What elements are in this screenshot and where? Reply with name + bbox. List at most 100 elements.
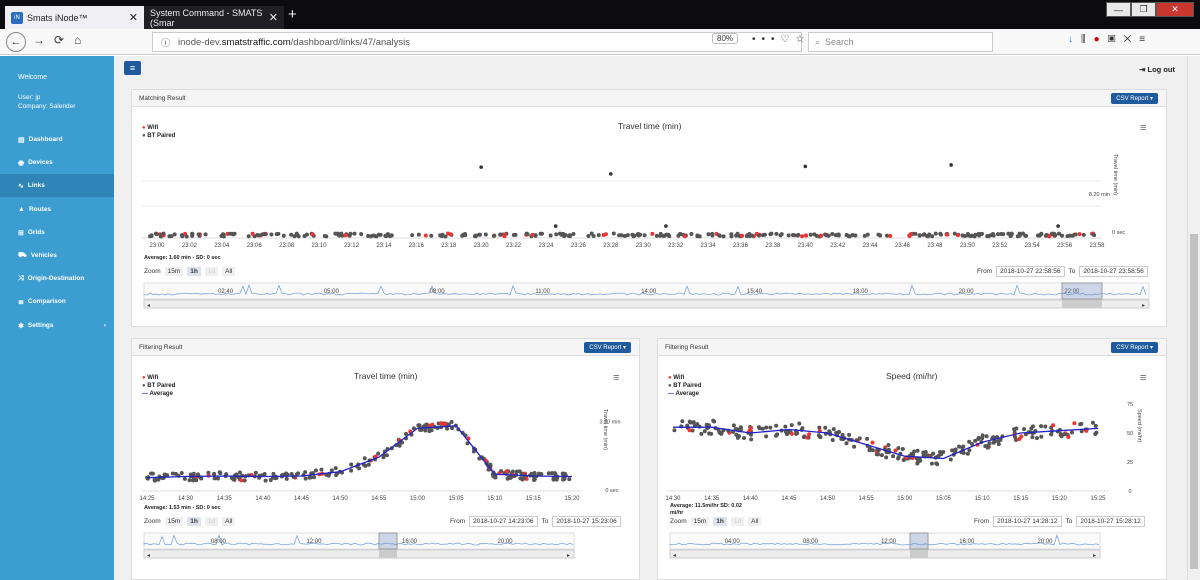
chart-menu-icon[interactable]: ≡ — [613, 372, 620, 384]
tab-smats-inode[interactable]: iN Smats iNode™ ✕ — [5, 6, 144, 29]
search-box[interactable]: ⌕ Search — [808, 32, 993, 52]
zoom-all-button[interactable]: All — [222, 517, 236, 526]
download-icon[interactable]: ↓ — [1068, 34, 1081, 45]
home-icon[interactable]: ⌂ — [74, 33, 82, 47]
zoom-15m-button[interactable]: 15m — [690, 517, 710, 526]
sidebar-item-vehicles[interactable]: ⛟ Vehicles — [0, 244, 114, 267]
sidebar-item-links[interactable]: ∿ Links — [0, 174, 114, 197]
data-point — [699, 431, 704, 436]
sidebar-item-settings[interactable]: ✱ Settings ‹ — [0, 314, 114, 337]
zoom-all-button[interactable]: All — [748, 517, 762, 526]
zoom-1d-button[interactable]: 1d — [204, 517, 219, 526]
hamburger-menu-button[interactable]: ≡ — [124, 61, 141, 75]
address-bar[interactable]: ⓘ inode-dev. smatstraffic.com/dashboard/l… — [152, 32, 802, 52]
new-tab-icon[interactable]: + — [288, 6, 297, 23]
data-point — [719, 431, 724, 436]
data-point — [731, 423, 736, 428]
link-icon: ∿ — [18, 182, 24, 190]
sidebar-item-routes[interactable]: ▲ Routes — [0, 198, 114, 221]
pocket-icon[interactable]: ♡ — [780, 34, 796, 45]
data-point — [215, 476, 220, 481]
extension-icon[interactable]: ✕ — [1123, 34, 1140, 45]
zoom-1d-button[interactable]: 1d — [204, 267, 219, 276]
data-point — [348, 231, 353, 236]
adblock-icon[interactable]: ● — [1093, 34, 1108, 45]
tab-system-command[interactable]: System Command - SMATS (Smar ✕ — [144, 6, 284, 29]
sidebar-item-origin-destination[interactable]: ⤨ Origin-Destination — [0, 267, 114, 290]
data-point — [980, 433, 985, 438]
window-close-icon[interactable]: ✕ — [1156, 2, 1194, 17]
scroll-left-icon: ◂ — [673, 553, 676, 559]
navigator-track — [143, 282, 1150, 300]
navigator[interactable]: 08:00 12:00 16:00 20:00 ◂ ▸ — [143, 532, 632, 559]
csv-report-button[interactable]: CSV Report ▾ — [584, 342, 631, 353]
sidebar-item-grids[interactable]: ⊞ Grids — [0, 221, 114, 244]
data-point — [1014, 438, 1019, 443]
legend-bt-paired[interactable]: ● BT Paired — [668, 383, 702, 389]
library-icon[interactable]: ⫼ — [1081, 34, 1094, 45]
data-point — [969, 233, 974, 238]
maximize-icon[interactable]: ❐ — [1131, 2, 1156, 17]
sidebar-item-dashboard[interactable]: ▤ Dashboard — [0, 128, 114, 151]
legend-wifi[interactable]: ● Wifi — [668, 375, 685, 381]
zoom-1h-button[interactable]: 1h — [187, 517, 201, 526]
y-tick-label: 0 — [1128, 489, 1131, 495]
scrollbar-thumb[interactable] — [1190, 234, 1198, 569]
sidebar-item-devices[interactable]: ◉ Devices — [0, 151, 114, 174]
zoom-all-button[interactable]: All — [222, 267, 236, 276]
zoom-level-badge[interactable]: 80% — [712, 33, 739, 44]
data-point — [505, 476, 510, 481]
bookmark-star-icon[interactable]: ☆ — [795, 34, 811, 45]
data-point — [846, 234, 851, 239]
zoom-15m-button[interactable]: 15m — [164, 517, 184, 526]
speed-chart: 14:30 14:35 14:40 14:45 14:50 14:55 15:00 15:05… — [665, 402, 1142, 502]
from-date-input[interactable]: 2018-10-27 14:23:06 — [469, 516, 538, 527]
legend-average[interactable]: — Average — [142, 391, 173, 397]
page-scrollbar[interactable] — [1187, 56, 1200, 580]
close-tab-icon[interactable]: ✕ — [268, 12, 278, 24]
legend-average[interactable]: — Average — [668, 391, 699, 397]
csv-report-button[interactable]: CSV Report ▾ — [1111, 342, 1158, 353]
chart-menu-icon[interactable]: ≡ — [1140, 122, 1147, 134]
x-tick-label: 15:20 — [1052, 496, 1068, 502]
info-icon[interactable]: ⓘ — [161, 37, 171, 48]
navigator[interactable]: 04:00 08:00 12:00 16:00 20:00 ◂ ▸ — [669, 532, 1158, 559]
data-point — [891, 454, 896, 459]
zoom-1d-button[interactable]: 1d — [730, 517, 745, 526]
to-date-input[interactable]: 2018-10-27 15:23:06 — [552, 516, 621, 527]
back-arrow-icon[interactable]: ← — [6, 32, 26, 52]
zoom-controls: Zoom 15m 1h 1d All — [144, 517, 236, 526]
data-point — [269, 232, 274, 237]
csv-report-button[interactable]: CSV Report ▾ — [1111, 93, 1158, 104]
navigator[interactable]: 02:40 05:00 08:00 11:00 14:00 15:40 18:00 20:00… — [143, 282, 1162, 309]
zoom-1h-button[interactable]: 1h — [713, 517, 727, 526]
close-tab-icon[interactable]: ✕ — [128, 12, 138, 24]
forward-arrow-icon[interactable]: → — [33, 33, 45, 47]
data-point — [477, 456, 482, 461]
legend-wifi[interactable]: ● Wifi — [142, 375, 159, 381]
legend-wifi[interactable]: ● Wifi — [142, 125, 159, 131]
sidebar-toggle-icon[interactable]: ▣ — [1107, 34, 1124, 45]
more-actions-icon[interactable]: ••• — [752, 34, 781, 45]
zoom-15m-button[interactable]: 15m — [164, 267, 184, 276]
chart-menu-icon[interactable]: ≡ — [1140, 372, 1147, 384]
data-point — [339, 231, 344, 236]
data-point — [625, 233, 630, 238]
x-tick-label: 23:56 — [1057, 243, 1073, 249]
data-point — [349, 462, 354, 467]
from-date-input[interactable]: 2018-10-27 22:58:56 — [996, 266, 1065, 277]
to-date-input[interactable]: 2018-10-27 23:58:56 — [1079, 266, 1148, 277]
reload-icon[interactable]: ⟳ — [54, 33, 65, 47]
zoom-1h-button[interactable]: 1h — [187, 267, 201, 276]
from-date-input[interactable]: 2018-10-27 14:28:12 — [993, 516, 1062, 527]
sidebar-item-comparison[interactable]: ≣ Comparison — [0, 290, 114, 313]
legend-bt-paired[interactable]: ● BT Paired — [142, 133, 176, 139]
data-point — [263, 478, 268, 483]
menu-icon[interactable]: ≡ — [1139, 34, 1154, 45]
legend-bt-paired[interactable]: ● BT Paired — [142, 383, 176, 389]
to-date-input[interactable]: 2018-10-27 15:28:12 — [1076, 516, 1145, 527]
minimize-icon[interactable]: — — [1106, 2, 1131, 17]
data-point — [783, 424, 788, 429]
data-point — [973, 438, 978, 443]
logout-link[interactable]: ⇥ Log out — [1139, 65, 1175, 74]
